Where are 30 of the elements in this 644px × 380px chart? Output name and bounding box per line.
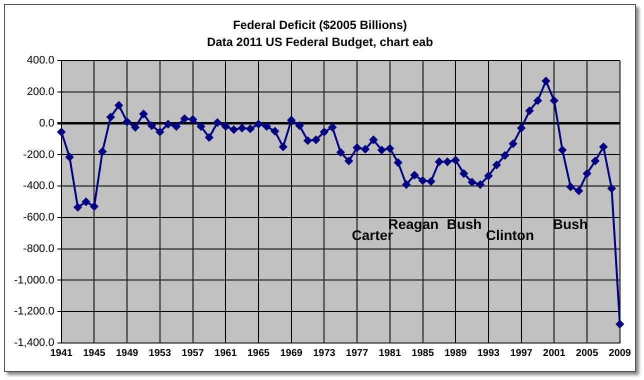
x-tick-label: 1977	[346, 348, 369, 359]
y-tick-label: -200.0	[23, 148, 54, 161]
x-tick-label: 1981	[378, 348, 402, 359]
y-tick-label: -1,200.0	[14, 306, 54, 318]
x-tick-label: 2001	[543, 348, 566, 359]
x-tick-label: 1985	[412, 348, 434, 359]
chart-title: Federal Deficit ($2005 Billions)	[232, 17, 408, 34]
x-tick-label: 1949	[116, 348, 139, 359]
x-tick-label: 2009	[608, 348, 632, 359]
x-tick-label: 1973	[313, 348, 336, 359]
x-tick-label: 1941	[50, 348, 73, 359]
y-tick-label: -1,000.0	[14, 274, 54, 286]
y-tick-label: -1,400.0	[14, 337, 54, 350]
x-tick-label: 2005	[576, 348, 599, 359]
x-tick-label: 1957	[182, 348, 204, 359]
x-tick-label: 1961	[214, 348, 238, 359]
y-tick-label: 0.0	[39, 117, 54, 130]
y-tick-label: 200.0	[26, 86, 54, 98]
x-tick-label: 1945	[83, 348, 106, 359]
y-tick-label: -800.0	[23, 242, 54, 255]
x-tick-label: 1953	[148, 348, 172, 359]
x-tick-label: 1997	[510, 348, 533, 359]
y-tick-label: -600.0	[23, 212, 54, 224]
x-tick-label: 1993	[477, 348, 500, 359]
x-tick-label: 1965	[247, 348, 270, 359]
y-tick-label: 400.0	[26, 54, 54, 67]
x-tick-label: 1989	[444, 348, 468, 359]
y-tick-label: -400.0	[23, 180, 54, 192]
chart-subtitle: Data 2011 US Federal Budget, chart eab	[206, 34, 434, 51]
x-tick-label: 1969	[280, 348, 303, 359]
